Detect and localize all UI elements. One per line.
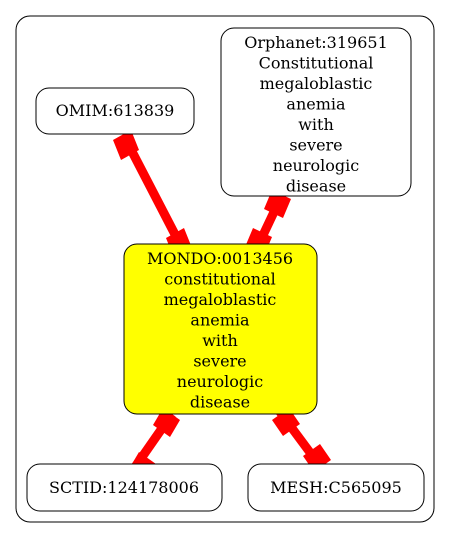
- node-mondo-line: megaloblastic: [164, 290, 277, 309]
- node-orphanet-line: disease: [286, 177, 346, 196]
- edge-mondo-mesh: [272, 408, 331, 473]
- cluster-boundary: [15, 15, 435, 523]
- node-mondo-line: neurologic: [177, 372, 263, 391]
- node-orphanet[interactable]: Orphanet:319651 Constitutionalmegaloblast…: [220, 27, 412, 197]
- node-orphanet-line: with: [298, 115, 334, 134]
- node-mondo-line: anemia: [190, 311, 250, 330]
- edge-omim-mondo: [113, 130, 192, 258]
- node-orphanet-label: Orphanet:319651 Constitutionalmegaloblast…: [244, 33, 388, 196]
- node-orphanet-line: anemia: [286, 95, 346, 114]
- node-mondo-line: constitutional: [164, 270, 276, 289]
- node-mondo-line: severe: [193, 352, 246, 371]
- node-orphanet-line: Constitutional: [259, 54, 374, 73]
- node-mondo-line: disease: [190, 393, 250, 412]
- node-orphanet-line: neurologic: [273, 156, 359, 175]
- node-orphanet-line: severe: [289, 136, 342, 155]
- node-omim[interactable]: OMIM:613839: [35, 87, 195, 135]
- node-sctid-id: SCTID:124178006: [49, 478, 199, 497]
- node-omim-id: OMIM:613839: [56, 101, 175, 120]
- node-mondo-line: with: [202, 331, 238, 350]
- node-mesh[interactable]: MESH:C565095: [247, 463, 425, 512]
- node-orphanet-line: megaloblastic: [260, 74, 373, 93]
- node-sctid[interactable]: SCTID:124178006: [26, 463, 223, 512]
- node-mondo-id: MONDO:0013456: [147, 249, 293, 268]
- node-mesh-id: MESH:C565095: [270, 478, 402, 497]
- node-orphanet-id: Orphanet:319651: [244, 33, 388, 52]
- node-mondo-label: MONDO:0013456 constitutionalmegaloblastic…: [147, 249, 293, 412]
- node-mondo[interactable]: MONDO:0013456 constitutionalmegaloblastic…: [123, 243, 318, 415]
